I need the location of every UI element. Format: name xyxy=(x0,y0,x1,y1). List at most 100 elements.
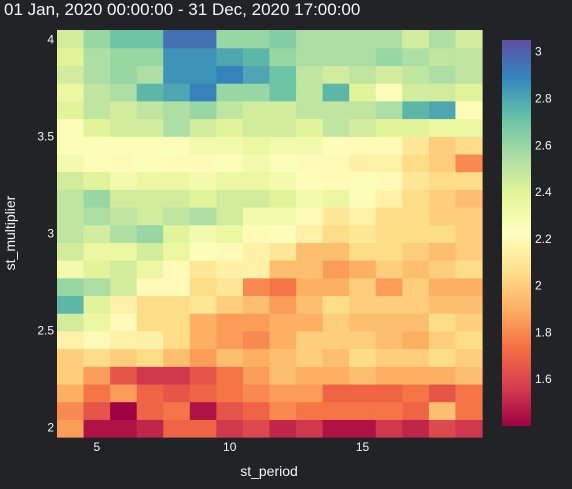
heatmap-cell xyxy=(296,383,324,403)
heatmap-cell xyxy=(216,206,244,226)
heatmap-cell xyxy=(375,313,403,332)
heatmap-cell xyxy=(189,118,217,137)
heatmap-cell xyxy=(136,153,164,173)
heatmap-cell xyxy=(242,30,271,49)
heatmap-cell xyxy=(322,206,350,226)
heatmap-cell xyxy=(163,242,191,261)
heatmap-cell xyxy=(428,242,457,261)
heatmap-cell xyxy=(163,100,191,120)
heatmap-cell xyxy=(110,313,138,332)
y-axis-title: st_multiplier xyxy=(2,195,18,270)
heatmap-cell xyxy=(189,224,217,243)
heatmap-cell xyxy=(163,366,191,385)
heatmap-cell xyxy=(242,383,271,403)
heatmap-cell xyxy=(402,30,430,49)
heatmap-cell xyxy=(216,100,244,120)
heatmap-cell xyxy=(163,47,191,66)
heatmap-cell xyxy=(242,83,271,102)
heatmap-cell xyxy=(163,171,191,190)
heatmap-cell xyxy=(216,189,244,208)
colorbar-tick-label: 1.8 xyxy=(535,325,552,339)
heatmap-cell xyxy=(163,419,191,438)
heatmap-cell xyxy=(428,260,457,279)
heatmap-cell xyxy=(428,383,457,403)
y-tick-label: 4 xyxy=(47,33,54,47)
heatmap-cell xyxy=(296,206,324,226)
heatmap-cell xyxy=(402,348,430,367)
heatmap-cell xyxy=(269,136,297,155)
heatmap-cell xyxy=(110,118,138,137)
heatmap-cell xyxy=(83,330,111,350)
heatmap-cell xyxy=(83,295,111,314)
heatmap-cell xyxy=(349,83,377,102)
heatmap-cell xyxy=(269,118,297,137)
heatmap-cell xyxy=(296,171,324,190)
heatmap-cell xyxy=(189,65,217,84)
heatmap-cell xyxy=(402,295,430,314)
heatmap-cell xyxy=(83,118,111,137)
heatmap-cell xyxy=(349,100,377,120)
heatmap-cell xyxy=(349,65,377,84)
heatmap-cell xyxy=(322,330,350,350)
heatmap-cell xyxy=(455,224,483,243)
heatmap-cell xyxy=(296,65,324,84)
heatmap-cell xyxy=(349,136,377,155)
heatmap-cell xyxy=(110,260,138,279)
heatmap-cell xyxy=(83,189,111,208)
heatmap-cell xyxy=(189,401,217,420)
heatmap-cell xyxy=(189,83,217,102)
heatmap-cell xyxy=(455,136,483,155)
heatmap-cell xyxy=(402,206,430,226)
heatmap-cell xyxy=(349,313,377,332)
heatmap-cell xyxy=(57,295,85,314)
heatmap-cell xyxy=(402,136,430,155)
heatmap-cell xyxy=(269,100,297,120)
heatmap-cell xyxy=(83,30,111,49)
heatmap-cell xyxy=(296,153,324,173)
heatmap-cell xyxy=(83,83,111,102)
colorbar-tick-label: 3 xyxy=(535,45,542,59)
y-tick-label: 3.5 xyxy=(37,130,54,144)
heatmap-cell xyxy=(269,260,297,279)
heatmap-cell xyxy=(57,383,85,403)
heatmap-cell xyxy=(163,295,191,314)
heatmap-cell xyxy=(349,30,377,49)
heatmap-cell xyxy=(296,189,324,208)
heatmap-cell xyxy=(402,401,430,420)
heatmap-cell xyxy=(349,260,377,279)
heatmap-cell xyxy=(136,242,164,261)
heatmap-cell xyxy=(455,171,483,190)
heatmap-cell xyxy=(322,348,350,367)
heatmap-cell xyxy=(455,206,483,226)
heatmap-cell xyxy=(216,401,244,420)
heatmap-cell xyxy=(57,65,85,84)
heatmap-cell xyxy=(322,242,350,261)
heatmap-cell xyxy=(322,171,350,190)
heatmap-cell xyxy=(296,260,324,279)
heatmap-cell xyxy=(57,348,85,367)
heatmap-cell xyxy=(269,83,297,102)
heatmap-cell xyxy=(163,153,191,173)
heatmap-cell xyxy=(242,118,271,137)
heatmap-cell xyxy=(136,83,164,102)
heatmap-cell xyxy=(83,419,111,438)
heatmap-cell xyxy=(136,277,164,297)
heatmap-cells xyxy=(57,30,483,438)
heatmap-cell xyxy=(242,419,271,438)
heatmap-cell xyxy=(189,153,217,173)
heatmap-cell xyxy=(455,313,483,332)
heatmap-cell xyxy=(57,260,85,279)
heatmap-cell xyxy=(322,153,350,173)
heatmap-cell xyxy=(296,224,324,243)
colorbar-tick-label: 2.4 xyxy=(535,185,552,199)
heatmap-cell xyxy=(110,224,138,243)
heatmap-cell xyxy=(402,383,430,403)
heatmap-cell xyxy=(163,189,191,208)
heatmap-cell xyxy=(349,277,377,297)
heatmap-cell xyxy=(189,330,217,350)
heatmap-cell xyxy=(349,295,377,314)
heatmap-cell xyxy=(242,401,271,420)
heatmap-cell xyxy=(110,47,138,66)
heatmap-cell xyxy=(269,383,297,403)
